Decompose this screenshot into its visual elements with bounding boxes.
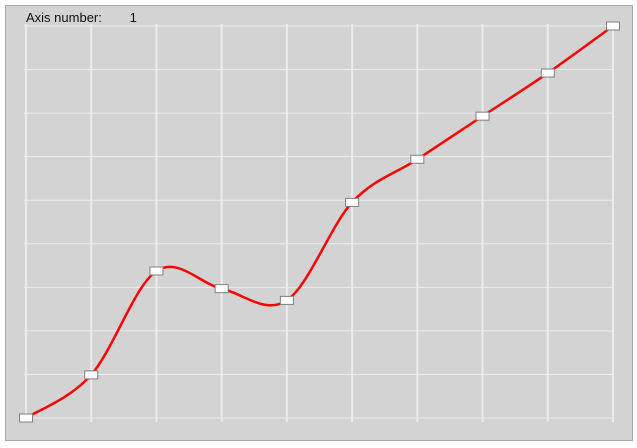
control-point-handle-icon-9[interactable] bbox=[606, 21, 620, 31]
axis-number-header: Axis number: 1 bbox=[26, 10, 137, 25]
curve-line bbox=[25, 24, 614, 420]
curve-editor-panel[interactable]: Axis number: 1 bbox=[5, 5, 633, 441]
grid-lines bbox=[24, 24, 614, 422]
control-point-handle-icon-5[interactable] bbox=[345, 197, 360, 207]
control-point-handle-icon-2[interactable] bbox=[149, 266, 164, 276]
control-point-handle-icon-4[interactable] bbox=[279, 295, 294, 305]
control-point-handle-icon-0[interactable] bbox=[19, 413, 33, 423]
axis-number-label: Axis number: bbox=[26, 10, 102, 25]
control-points[interactable] bbox=[19, 21, 620, 423]
control-point-handle-icon-7[interactable] bbox=[475, 111, 490, 121]
control-point-handle-icon-1[interactable] bbox=[84, 370, 99, 380]
control-point-handle-icon-6[interactable] bbox=[410, 154, 425, 164]
axis-number-value: 1 bbox=[129, 10, 137, 25]
control-point-handle-icon-8[interactable] bbox=[540, 68, 555, 78]
control-point-handle-icon-3[interactable] bbox=[214, 284, 229, 294]
